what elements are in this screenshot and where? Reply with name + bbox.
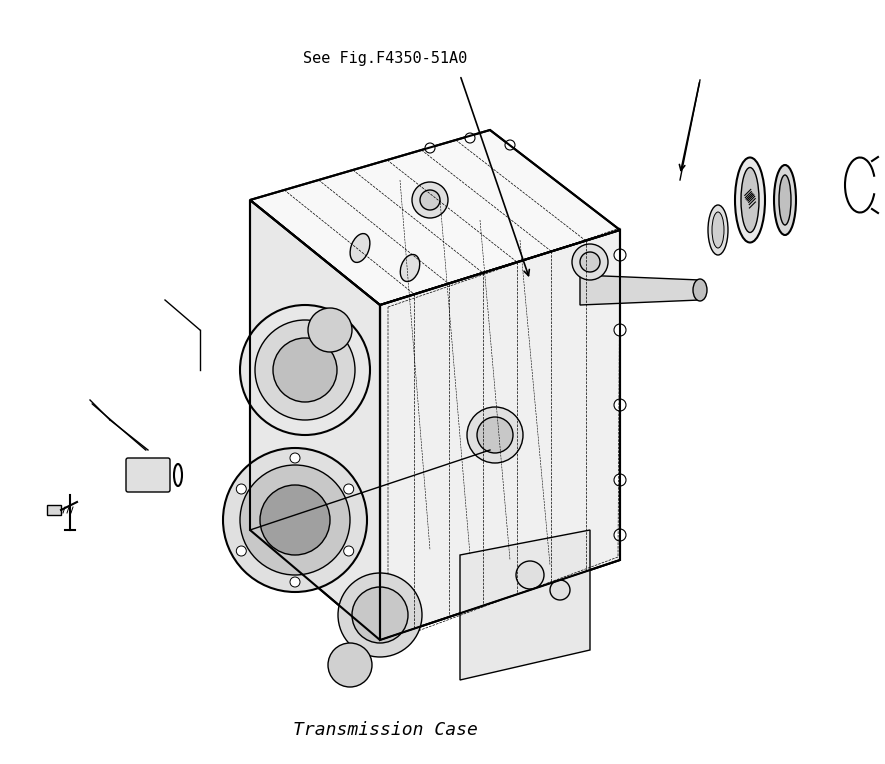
FancyBboxPatch shape <box>126 458 170 492</box>
Polygon shape <box>250 130 620 305</box>
Polygon shape <box>250 200 380 640</box>
Circle shape <box>467 407 523 463</box>
Circle shape <box>420 190 440 210</box>
Circle shape <box>338 573 422 657</box>
Circle shape <box>505 140 515 150</box>
Circle shape <box>273 338 337 402</box>
Circle shape <box>614 324 626 336</box>
Circle shape <box>290 577 300 587</box>
Circle shape <box>412 182 448 218</box>
Ellipse shape <box>693 279 707 301</box>
Polygon shape <box>460 530 590 680</box>
Circle shape <box>477 417 513 453</box>
Circle shape <box>614 474 626 486</box>
Ellipse shape <box>735 157 765 242</box>
Polygon shape <box>380 230 620 640</box>
Circle shape <box>343 484 354 494</box>
Ellipse shape <box>350 234 370 262</box>
Circle shape <box>572 244 608 280</box>
Circle shape <box>240 305 370 435</box>
Circle shape <box>328 643 372 687</box>
Ellipse shape <box>774 165 796 235</box>
Circle shape <box>614 399 626 411</box>
Circle shape <box>580 252 600 272</box>
Polygon shape <box>580 275 700 305</box>
Ellipse shape <box>708 205 728 255</box>
Bar <box>47 505 61 515</box>
Ellipse shape <box>741 167 759 232</box>
Circle shape <box>236 546 246 556</box>
Circle shape <box>614 529 626 541</box>
Text: See Fig.F4350-51A0: See Fig.F4350-51A0 <box>303 50 467 66</box>
Circle shape <box>223 448 367 592</box>
Ellipse shape <box>779 175 791 225</box>
Circle shape <box>550 580 570 600</box>
Circle shape <box>260 485 330 555</box>
Circle shape <box>308 308 352 352</box>
Circle shape <box>352 587 408 643</box>
Circle shape <box>290 453 300 463</box>
Circle shape <box>236 484 246 494</box>
Circle shape <box>516 561 544 589</box>
Circle shape <box>425 143 435 153</box>
Ellipse shape <box>400 254 419 281</box>
Ellipse shape <box>712 212 724 248</box>
Circle shape <box>240 465 350 575</box>
Circle shape <box>255 320 355 420</box>
Circle shape <box>614 249 626 261</box>
Text: Transmission Case: Transmission Case <box>293 721 477 739</box>
Circle shape <box>465 133 475 143</box>
Circle shape <box>343 546 354 556</box>
